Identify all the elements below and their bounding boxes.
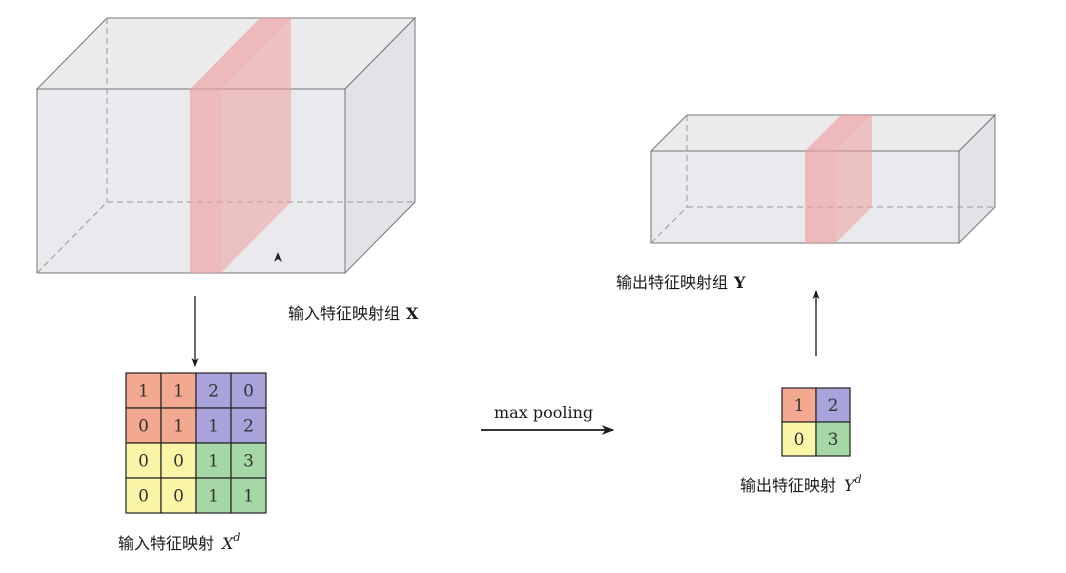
input-matrix-cell-r1-c3: 2	[230, 407, 267, 444]
input-matrix-cell-value: 1	[173, 417, 184, 437]
output-matrix-cell-r0-c1: 2	[815, 387, 851, 423]
input-map-label: 输入特征映射 Xd	[118, 531, 240, 553]
input-matrix-cell-bg	[195, 372, 232, 409]
cursor-mark-icon	[274, 252, 282, 262]
output-matrix-cell-value: 0	[794, 430, 805, 450]
input-matrix-cell-r2-c1: 0	[160, 442, 197, 479]
input-matrix-cell-r2-c2: 1	[195, 442, 232, 479]
input-matrix-cell-bg	[125, 442, 162, 479]
input-group-label: 输入特征映射组 X	[288, 304, 419, 323]
output-matrix-cell-value: 3	[828, 430, 839, 450]
input-matrix-cell-r3-c0: 0	[125, 477, 162, 514]
input-matrix-cell-r1-c0: 0	[125, 407, 162, 444]
input-matrix-cell-r2-c3: 3	[230, 442, 267, 479]
input-matrix-cell-value: 1	[138, 382, 149, 402]
max-pooling-label: max pooling	[494, 403, 593, 422]
input-box-slice-front	[190, 89, 221, 273]
input-matrix-cell-value: 3	[243, 452, 254, 472]
input-matrix-cell-r3-c2: 1	[195, 477, 232, 514]
output-matrix-cell-bg	[781, 387, 817, 423]
output-matrix-cell-bg	[815, 421, 851, 457]
input-matrix-cell-r0-c3: 0	[230, 372, 267, 409]
output-feature-map-matrix: 1 2 0 3	[781, 387, 851, 457]
input-matrix-cell-bg	[195, 477, 232, 514]
input-matrix-cell-value: 1	[208, 452, 219, 472]
output-matrix-cell-bg	[815, 387, 851, 423]
output-box-slice-top	[805, 115, 872, 151]
output-matrix-cell-value: 2	[828, 396, 839, 416]
output-matrix-cell-r0-c0: 1	[781, 387, 817, 423]
output-matrix-cell-bg	[781, 421, 817, 457]
input-box-slice-depth	[221, 18, 291, 273]
input-matrix-cell-bg	[160, 477, 197, 514]
input-matrix-cell-bg	[125, 477, 162, 514]
output-map-label: 输出特征映射 Yd	[740, 473, 862, 495]
input-matrix-cell-value: 0	[138, 452, 149, 472]
input-matrix-cell-value: 1	[208, 417, 219, 437]
output-matrix-cell-r1-c0: 0	[781, 421, 817, 457]
input-matrix-cell-r3-c1: 0	[160, 477, 197, 514]
output-group-label: 输出特征映射组 Y	[616, 273, 746, 292]
output-matrix-cell-r1-c1: 3	[815, 421, 851, 457]
input-matrix-cell-value: 0	[173, 487, 184, 507]
output-feature-group-box	[649, 113, 997, 245]
input-matrix-cell-r2-c0: 0	[125, 442, 162, 479]
input-matrix-cell-value: 0	[243, 382, 254, 402]
input-matrix-cell-bg	[230, 407, 267, 444]
output-box-slice-front	[805, 151, 836, 243]
input-matrix-cell-value: 1	[243, 487, 254, 507]
input-matrix-cell-bg	[160, 407, 197, 444]
input-matrix-cell-r3-c3: 1	[230, 477, 267, 514]
input-matrix-cell-r0-c0: 1	[125, 372, 162, 409]
input-matrix-cell-r0-c2: 2	[195, 372, 232, 409]
input-matrix-cell-value: 1	[173, 382, 184, 402]
input-matrix-cell-value: 2	[208, 382, 219, 402]
output-box-slice-depth	[836, 115, 872, 243]
input-matrix-cell-value: 2	[243, 417, 254, 437]
output-matrix-cell-value: 1	[794, 396, 805, 416]
input-matrix-cell-bg	[230, 477, 267, 514]
input-feature-map-matrix: 1 1 2 0 0 1 1 2 0 0 1 3 0 0 1 1	[125, 372, 267, 514]
input-matrix-cell-r1-c2: 1	[195, 407, 232, 444]
input-matrix-cell-value: 1	[208, 487, 219, 507]
input-matrix-cell-value: 0	[138, 487, 149, 507]
input-matrix-cell-bg	[125, 372, 162, 409]
input-matrix-cell-value: 0	[138, 417, 149, 437]
input-matrix-cell-r0-c1: 1	[160, 372, 197, 409]
input-matrix-cell-r1-c1: 1	[160, 407, 197, 444]
input-feature-group-box	[35, 16, 417, 275]
input-matrix-cell-value: 0	[173, 452, 184, 472]
input-box-slice-top	[190, 18, 291, 89]
